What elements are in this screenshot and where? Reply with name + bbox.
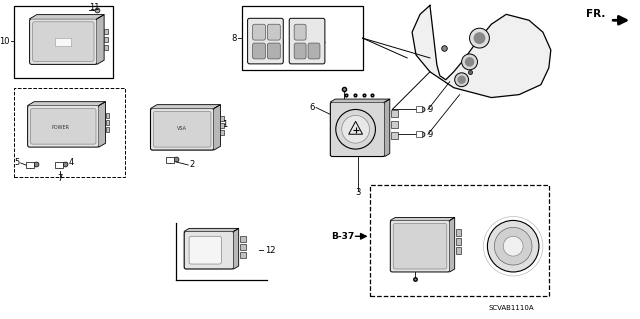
Polygon shape — [330, 99, 390, 102]
Text: 2: 2 — [189, 160, 195, 169]
Circle shape — [494, 227, 532, 265]
Bar — [456, 229, 461, 236]
Text: 6: 6 — [310, 103, 315, 112]
Circle shape — [503, 236, 523, 256]
FancyBboxPatch shape — [294, 43, 306, 59]
FancyBboxPatch shape — [248, 18, 284, 64]
Polygon shape — [184, 228, 239, 231]
Bar — [456, 238, 461, 245]
Bar — [391, 121, 397, 128]
Bar — [391, 110, 397, 117]
Bar — [56, 38, 71, 46]
Text: 5: 5 — [15, 159, 20, 167]
Bar — [242, 6, 362, 70]
Text: 9: 9 — [428, 105, 433, 114]
Text: POWER: POWER — [51, 125, 69, 130]
FancyBboxPatch shape — [29, 19, 97, 64]
FancyBboxPatch shape — [28, 106, 99, 147]
Circle shape — [488, 220, 539, 272]
Text: 8: 8 — [231, 33, 237, 43]
Bar — [104, 29, 108, 34]
FancyBboxPatch shape — [31, 108, 96, 144]
FancyBboxPatch shape — [393, 223, 447, 269]
Bar — [239, 236, 246, 242]
Bar — [56, 162, 63, 168]
Circle shape — [474, 32, 485, 44]
Circle shape — [461, 54, 477, 70]
Bar — [239, 244, 246, 250]
Text: SCVAB1110A: SCVAB1110A — [488, 305, 534, 311]
Bar — [220, 130, 225, 135]
FancyBboxPatch shape — [294, 24, 306, 40]
Circle shape — [342, 115, 369, 143]
Polygon shape — [214, 105, 220, 150]
Polygon shape — [97, 15, 104, 64]
Bar — [106, 127, 109, 132]
Polygon shape — [450, 218, 454, 272]
Bar — [13, 88, 125, 177]
FancyBboxPatch shape — [289, 18, 325, 64]
Bar — [416, 131, 422, 137]
Bar — [106, 120, 109, 125]
Bar — [239, 252, 246, 258]
Text: VSA: VSA — [177, 126, 188, 131]
FancyBboxPatch shape — [189, 236, 221, 264]
Circle shape — [454, 73, 468, 87]
Circle shape — [470, 28, 490, 48]
FancyBboxPatch shape — [308, 43, 320, 59]
Bar — [104, 45, 108, 49]
Text: 4: 4 — [68, 159, 74, 167]
FancyBboxPatch shape — [253, 24, 266, 40]
Polygon shape — [28, 102, 106, 106]
FancyBboxPatch shape — [390, 220, 450, 272]
Polygon shape — [99, 102, 106, 147]
Text: 9: 9 — [428, 130, 433, 139]
FancyBboxPatch shape — [268, 43, 280, 59]
Bar — [106, 114, 109, 118]
Circle shape — [458, 76, 466, 84]
Bar — [220, 116, 225, 121]
Text: 7: 7 — [58, 174, 63, 183]
Bar — [220, 123, 225, 128]
Circle shape — [465, 57, 474, 67]
Polygon shape — [390, 218, 454, 220]
Bar — [371, 185, 549, 296]
Text: B-37: B-37 — [331, 232, 354, 241]
FancyBboxPatch shape — [268, 24, 280, 40]
Text: 1: 1 — [222, 120, 227, 129]
Text: 11: 11 — [89, 3, 100, 12]
FancyBboxPatch shape — [154, 111, 211, 147]
FancyBboxPatch shape — [33, 22, 94, 61]
Text: FR.: FR. — [586, 9, 605, 19]
Text: 3: 3 — [355, 188, 360, 197]
FancyBboxPatch shape — [330, 102, 385, 157]
Bar — [166, 157, 174, 163]
Bar — [104, 37, 108, 41]
Bar — [391, 132, 397, 139]
Polygon shape — [29, 15, 104, 19]
FancyBboxPatch shape — [150, 108, 214, 150]
Bar — [13, 6, 113, 78]
Polygon shape — [150, 105, 220, 108]
FancyBboxPatch shape — [184, 231, 234, 269]
Polygon shape — [234, 228, 239, 269]
FancyBboxPatch shape — [253, 43, 266, 59]
Bar — [456, 247, 461, 254]
Text: 10: 10 — [0, 37, 10, 46]
Bar — [416, 107, 422, 112]
Text: 12: 12 — [266, 246, 276, 255]
Bar — [26, 162, 33, 168]
Polygon shape — [412, 5, 551, 98]
Polygon shape — [385, 99, 390, 157]
